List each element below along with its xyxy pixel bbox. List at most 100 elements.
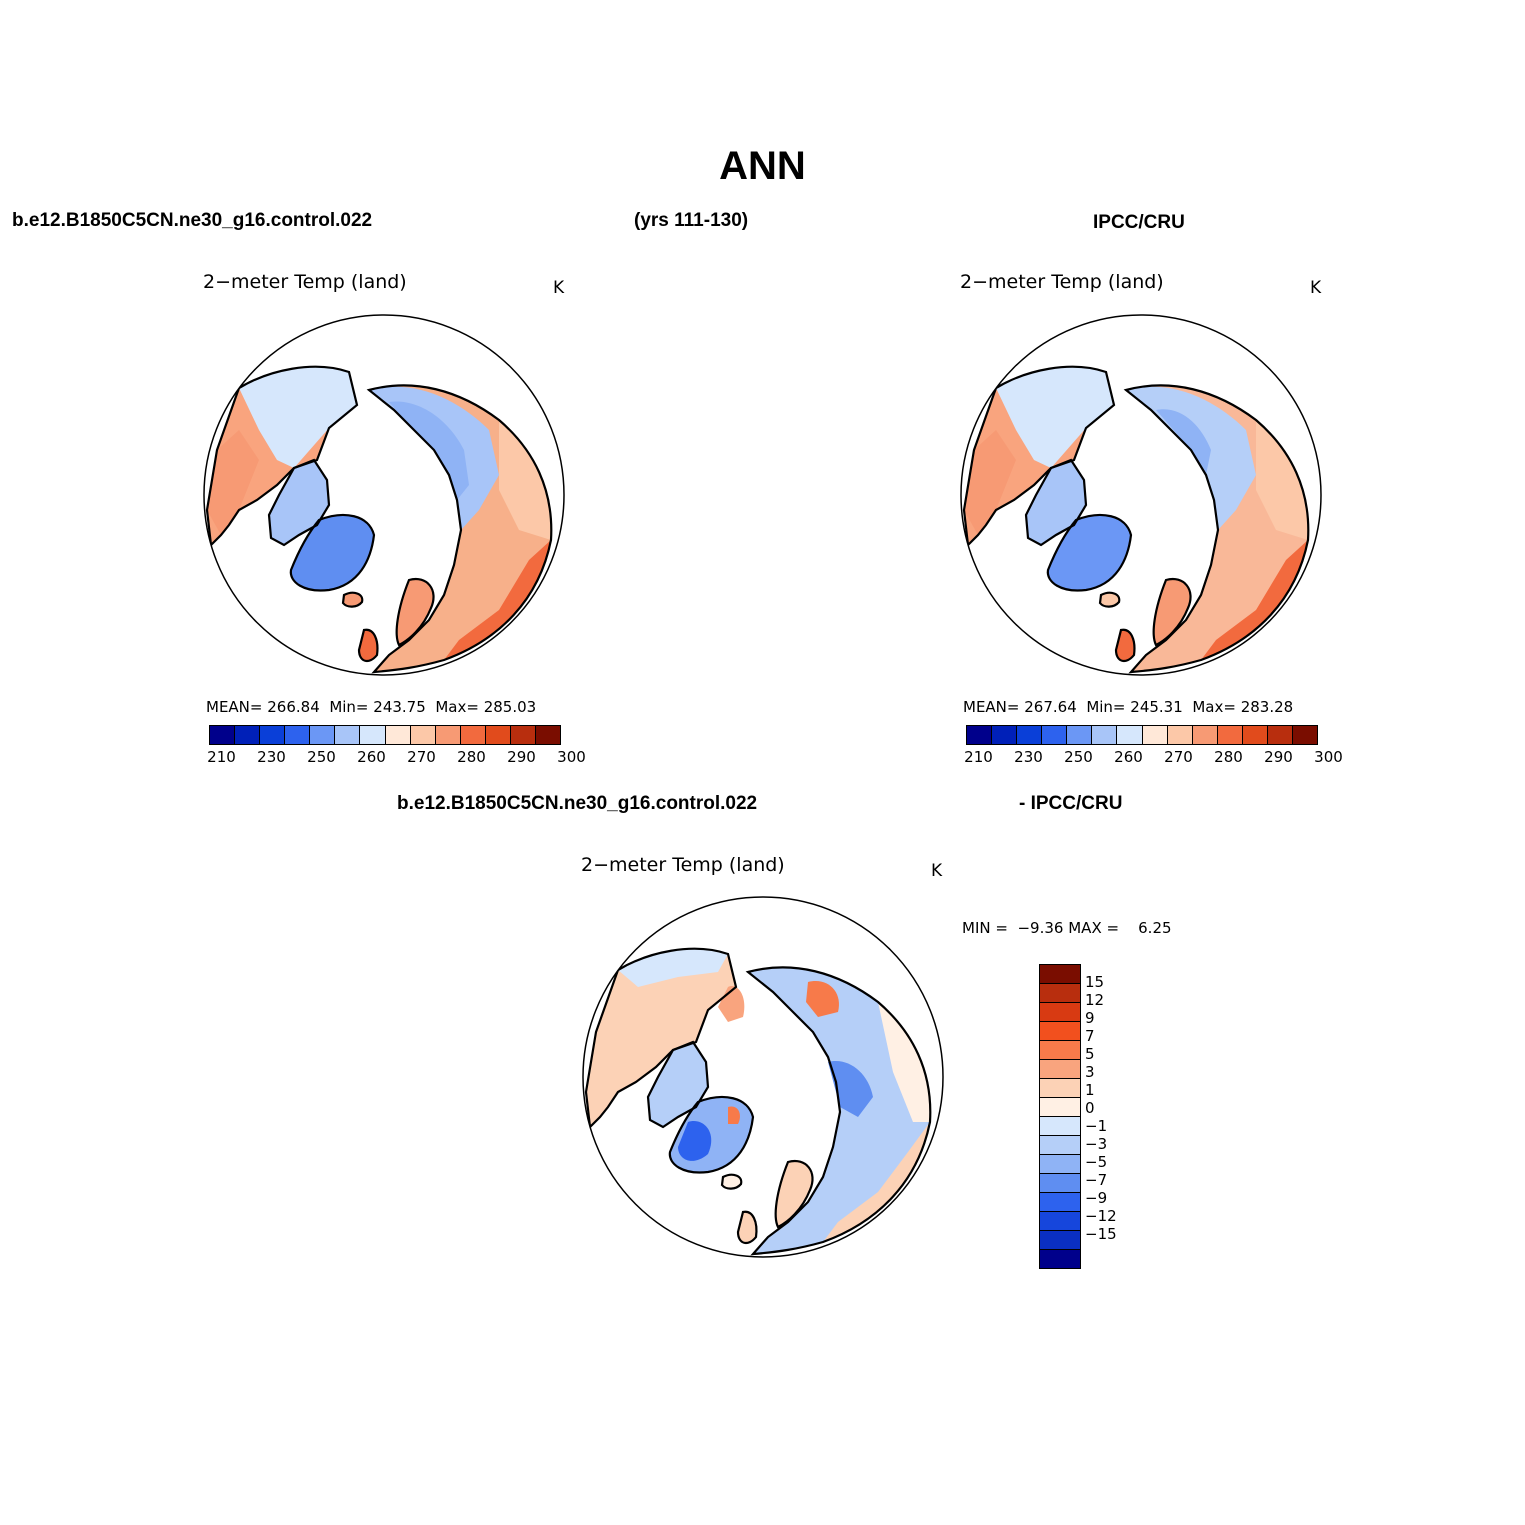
colorbar-swatch [410,726,436,744]
obs-polar-map [960,314,1322,676]
colorbar-swatch [1192,726,1218,744]
colorbar-swatch [235,726,261,744]
colorbar-swatch [485,726,511,744]
colorbar-tick-label: 270 [1164,748,1193,766]
colorbar-tick-label: −7 [1085,1171,1108,1189]
coastline-eurasia [1123,384,1310,674]
colorbar-tick-label: 290 [507,748,536,766]
coastline-iceland [341,591,364,608]
coastline-scandinavia [395,577,435,647]
temperature-band [1201,540,1308,660]
coastline-greenland [668,1095,755,1174]
diff-colorbar [1039,964,1081,1269]
coastline-iceland [1098,591,1121,608]
years-label: (yrs 111-130) [634,210,749,231]
obs-colorbar [966,725,1318,745]
temperature-band [964,430,1016,535]
colorbar-swatch [1040,1041,1080,1060]
land-region-canadianArch [269,460,329,545]
coastline-greenland [1046,513,1133,592]
obs-name-label: IPCC/CRU [1093,212,1185,233]
model-polar-map [203,314,565,676]
colorbar-swatch [1040,1060,1080,1079]
colorbar-swatch [1040,1098,1080,1117]
model-stats: MEAN= 266.84 Min= 243.75 Max= 285.03 [206,698,536,716]
colorbar-tick-label: 230 [257,748,286,766]
obs-mean-value: 267.64 [1024,698,1077,716]
colorbar-tick-label: −12 [1085,1207,1117,1225]
land-region-scandinavia [775,1161,813,1227]
model-max-label: Max= [435,698,479,716]
temperature-band [878,1002,931,1122]
diff-min-label: MIN = [962,919,1008,937]
diff-max-label: MAX = [1068,919,1120,937]
colorbar-tick-label: 230 [1014,748,1043,766]
colorbar-swatch [1293,726,1318,744]
land-region-eurasia [748,967,931,1254]
temperature-band [499,420,552,540]
colorbar-swatch [460,726,486,744]
colorbar-tick-label: 210 [964,748,993,766]
colorbar-tick-label: 1 [1085,1081,1095,1099]
coastline-britain [736,1210,758,1245]
colorbar-tick-label: 260 [1114,748,1143,766]
coastline-namerica [962,365,1116,548]
colorbar-swatch [260,726,286,744]
land-region-iceland [1100,592,1120,607]
model-min-label: Min= [329,698,369,716]
temperature-band [1126,386,1256,530]
land-region-britain [1116,629,1135,662]
colorbar-tick-label: 7 [1085,1027,1095,1045]
colorbar-tick-label: 12 [1085,991,1105,1009]
obs-units: K [1310,278,1322,298]
land-region-iceland [722,1174,742,1189]
diff-max-value: 6.25 [1138,919,1172,937]
model-min-value: 243.75 [373,698,426,716]
obs-stats: MEAN= 267.64 Min= 245.31 Max= 283.28 [963,698,1293,716]
colorbar-swatch [1267,726,1294,744]
map-field [583,897,943,1257]
colorbar-swatch [1040,1155,1080,1174]
diff-polar-map [582,896,944,1258]
colorbar-tick-label: 0 [1085,1099,1095,1117]
model-plot-title: 2−meter Temp (land) [203,271,407,293]
colorbar-tick-label: 280 [457,748,486,766]
coastline-namerica [584,947,738,1130]
model-colorbar [209,725,561,745]
coastline-canadianArch [267,458,331,547]
obs-min-label: Min= [1086,698,1126,716]
diff-min-value: −9.36 [1017,919,1064,937]
colorbar-swatch [1092,726,1118,744]
obs-max-label: Max= [1192,698,1236,716]
temperature-band [207,430,259,535]
temperature-band [728,1106,740,1124]
colorbar-swatch [992,726,1018,744]
colorbar-swatch [360,726,386,744]
land-region-canadianArch [1026,460,1086,545]
coastline-scandinavia [1152,577,1192,647]
colorbar-swatch [1040,1231,1080,1250]
coastline-eurasia [745,966,932,1256]
colorbar-swatch [1040,1193,1080,1212]
diff-units: K [931,861,943,881]
colorbar-swatch [285,726,311,744]
colorbar-swatch [1040,1022,1080,1041]
colorbar-swatch [510,726,537,744]
colorbar-tick-label: 250 [307,748,336,766]
coastline-britain [1114,628,1136,663]
obs-mean-label: MEAN= [963,698,1020,716]
diff-case-name-label: b.e12.B1850C5CN.ne30_g16.control.022 [397,793,758,814]
obs-plot-title: 2−meter Temp (land) [960,271,1164,293]
colorbar-tick-label: −15 [1085,1225,1117,1243]
coastline-iceland [720,1173,743,1190]
colorbar-swatch [435,726,461,744]
colorbar-swatch [1142,726,1168,744]
colorbar-swatch [1040,1079,1080,1098]
colorbar-swatch [1117,726,1143,744]
colorbar-tick-label: 15 [1085,973,1105,991]
colorbar-swatch [335,726,361,744]
map-field [204,315,564,675]
colorbar-swatch [310,726,336,744]
land-region-namerica [586,948,736,1127]
temperature-band [389,401,469,500]
